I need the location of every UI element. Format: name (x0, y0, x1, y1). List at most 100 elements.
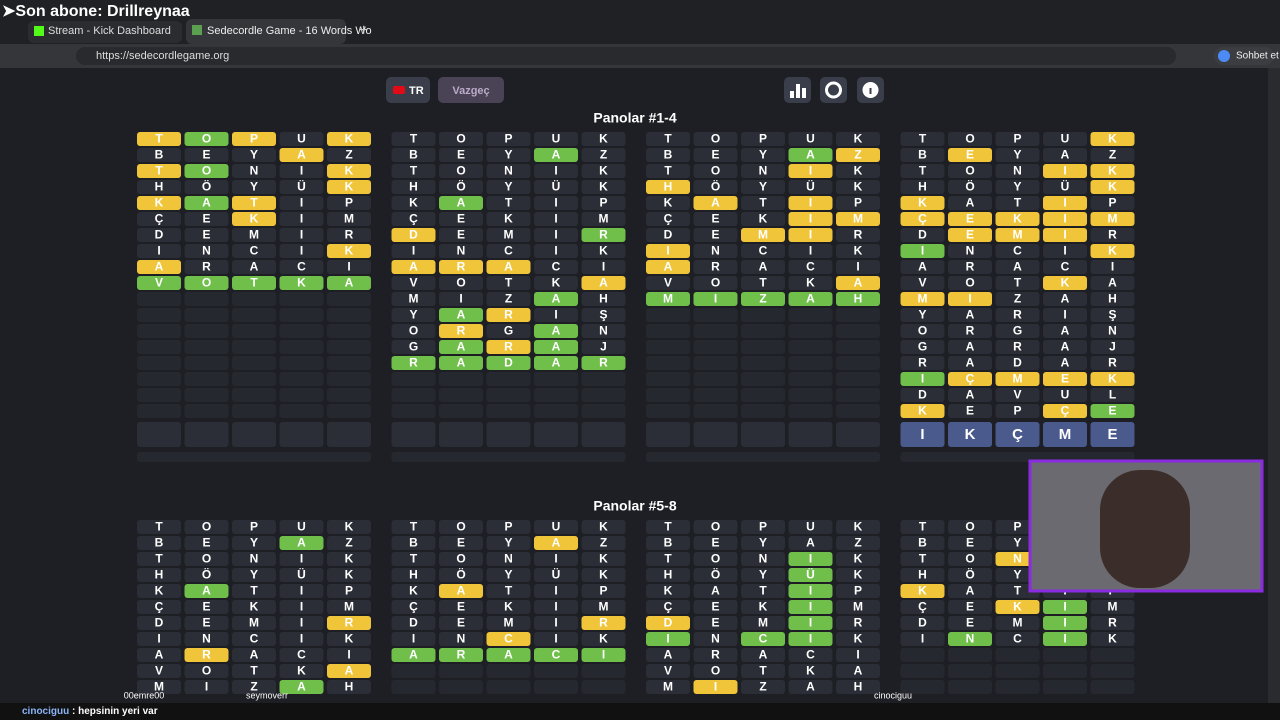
tile (900, 664, 945, 678)
tile (534, 340, 578, 354)
tile (391, 600, 436, 614)
tile (486, 196, 531, 210)
tile (439, 680, 483, 694)
address-bar[interactable] (76, 47, 1176, 65)
tile-letter: A (854, 664, 863, 678)
tile (900, 600, 945, 614)
stats-button[interactable] (784, 77, 811, 103)
tile (391, 648, 436, 662)
tile-letter: I (300, 196, 303, 210)
tile (327, 196, 371, 210)
tile-letter: K (345, 520, 354, 534)
tile (948, 600, 992, 614)
tile-letter: I (412, 244, 415, 258)
tile-letter: R (202, 260, 211, 274)
tile (137, 372, 181, 386)
tile (646, 584, 690, 598)
tile-letter: Z (759, 680, 766, 694)
tile (646, 180, 690, 194)
tile-letter: A (966, 356, 975, 370)
tile-letter: O (965, 164, 974, 178)
language-button[interactable] (386, 77, 430, 103)
tile-letter: O (965, 276, 974, 290)
tile (327, 552, 371, 566)
tile (836, 536, 880, 550)
tile (391, 260, 436, 274)
tile-letter: N (504, 552, 513, 566)
tile-letter: E (711, 600, 719, 614)
settings-button[interactable] (820, 77, 847, 103)
tile (137, 520, 181, 534)
tile (391, 584, 436, 598)
tile (184, 356, 229, 370)
tile-letter: B (155, 148, 164, 162)
tile (900, 212, 945, 226)
tile-letter: E (1061, 372, 1069, 386)
tile (948, 324, 992, 338)
tab[interactable] (28, 21, 182, 43)
tile (1090, 292, 1135, 306)
tile-letter: K (854, 132, 863, 146)
board-footer (646, 452, 880, 462)
tile (646, 292, 690, 306)
tile-letter: E (966, 212, 974, 226)
tile (995, 648, 1040, 662)
tile-letter: M (853, 212, 863, 226)
tile (232, 584, 276, 598)
tile-letter: G (1013, 324, 1022, 338)
tile (232, 260, 276, 274)
tile (327, 260, 371, 274)
tile-letter: A (552, 292, 561, 306)
tile (232, 324, 276, 338)
tile (693, 180, 738, 194)
new-tab[interactable]: + (359, 22, 368, 39)
tile-letter: A (1108, 276, 1117, 290)
tile-letter: C (552, 648, 561, 662)
tile (693, 568, 738, 582)
tile (836, 664, 880, 678)
tile-letter: H (155, 568, 164, 582)
tile (995, 308, 1040, 322)
tile-letter: Z (854, 148, 861, 162)
tile-letter: I (347, 648, 350, 662)
input-tile (995, 422, 1040, 447)
tile-letter: P (1013, 132, 1021, 146)
tile-letter: I (1063, 244, 1066, 258)
tile-letter: N (457, 632, 466, 646)
tile-letter: M (1013, 616, 1023, 630)
tile-letter: A (1061, 340, 1070, 354)
tile (646, 536, 690, 550)
tile-letter: M (758, 616, 768, 630)
info-button[interactable] (857, 77, 884, 103)
tile (836, 680, 880, 694)
tile (788, 340, 833, 354)
tile-letter: E (966, 228, 974, 242)
tile-letter: I (157, 244, 160, 258)
tile (581, 340, 626, 354)
tile-letter: R (457, 260, 466, 274)
tile (232, 648, 276, 662)
tile-letter: A (155, 648, 164, 662)
tile (1043, 340, 1087, 354)
tile-letter: P (759, 520, 767, 534)
tab-active[interactable] (186, 19, 346, 44)
tile-letter: Ö (965, 179, 974, 194)
tile (788, 228, 833, 242)
icon (790, 91, 794, 98)
tile (741, 568, 785, 582)
tile (741, 164, 785, 178)
tile (232, 664, 276, 678)
input-tile (900, 422, 945, 447)
tile-letter: Ç (1061, 404, 1070, 418)
tile-letter: B (918, 536, 927, 550)
tile-letter: I (157, 632, 160, 646)
chat-button[interactable] (1214, 47, 1274, 65)
tile-letter: K (854, 180, 863, 194)
tile (232, 372, 276, 386)
tab-icon (192, 25, 202, 35)
tile-letter: Ü (1061, 179, 1070, 194)
tile-letter: I (554, 228, 557, 242)
tile-letter: H (155, 180, 164, 194)
tile-letter: T (664, 552, 672, 566)
give-up-button[interactable] (438, 77, 504, 103)
